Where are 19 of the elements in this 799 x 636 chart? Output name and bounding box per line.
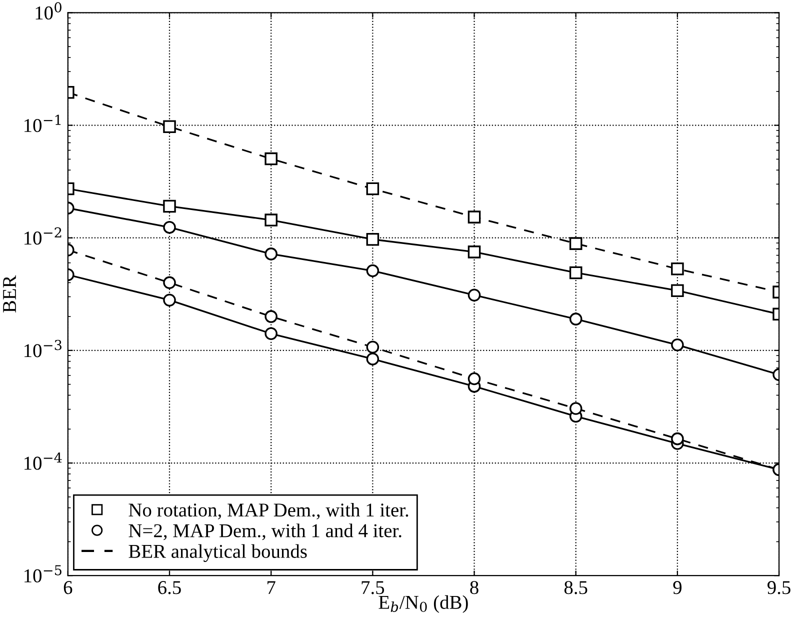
x-tick-label: 7.5: [362, 581, 384, 594]
y-tick-label: 10$^{−3}$: [24, 340, 62, 358]
x-tick-label: 9: [673, 581, 682, 594]
y-tick-label: 10$^{−5}$: [24, 565, 62, 582]
x-tick-label: 6: [64, 581, 72, 594]
y-tick-label: 10$^{−4}$: [24, 452, 62, 470]
y-tick-label: 10$^{−2}$: [24, 227, 62, 245]
x-tick-label: 9.5: [768, 581, 790, 594]
x-axis-title: E$_{b}$/N$_{0}$ (dB): [378, 595, 468, 613]
legend-label: BER analytical bounds: [128, 544, 307, 562]
x-tick-label: 8.5: [564, 581, 588, 594]
y-tick-label: 10$^{0}$: [36, 2, 62, 20]
y-tick-label: 10$^{−1}$: [24, 114, 61, 132]
legend-label: N=2, MAP Dem., with 1 and 4 iter.: [128, 524, 402, 540]
x-tick-label: 8: [470, 581, 478, 594]
x-tick-label: 7: [268, 581, 276, 594]
y-axis-title: BER: [3, 275, 16, 312]
legend-label: No rotation, MAP Dem., with 1 iter.: [128, 502, 408, 520]
x-tick-label: 6.5: [158, 581, 181, 594]
